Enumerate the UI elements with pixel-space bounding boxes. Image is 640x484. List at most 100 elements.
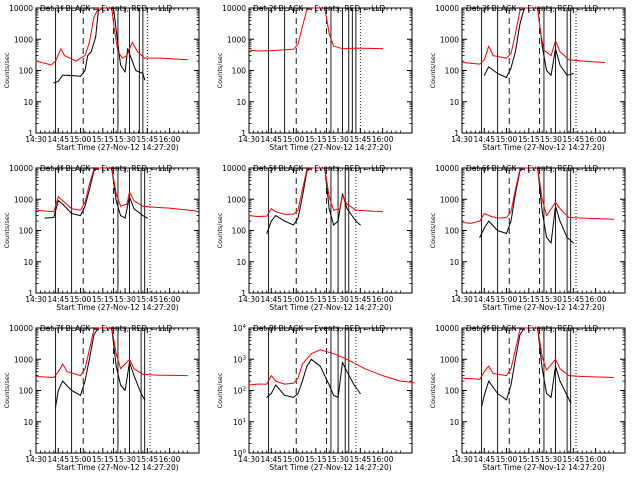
y-tick-label: 10 [449,418,459,427]
x-tick-label: 16:00 [585,135,607,144]
data-point [133,368,135,370]
x-tick-label: 15:30 [327,135,349,144]
x-tick-label: 16:00 [159,295,181,304]
data-point [117,43,119,45]
series-line-black [479,167,574,244]
y-tick-label: 10 [23,418,33,427]
data-point [488,380,490,382]
x-tick-label: 14:45 [260,135,282,144]
x-tick-label: 15:00 [283,455,305,464]
x-tick-label: 14:45 [47,455,69,464]
data-point [333,394,335,396]
data-point [301,26,303,28]
data-point [266,396,268,398]
data-point [62,200,64,202]
y-tick-label: 1000 [14,355,33,364]
data-point [144,79,146,81]
x-tick-label: 16:00 [159,455,181,464]
data-point [275,380,277,382]
y-axis-label: Counts/sec [216,372,224,408]
plot-title: Det 9f BLACK = Events, RED = LLD [466,324,599,333]
data-point [546,215,548,217]
data-point [115,193,117,195]
data-point [50,64,52,66]
data-point [84,380,86,382]
x-tick-label: 15:30 [327,455,349,464]
data-point [55,60,57,62]
data-point [160,57,162,59]
data-point [328,208,330,210]
series-line-black [481,327,572,407]
data-point [297,43,299,45]
data-point [124,390,126,391]
data-point [510,368,512,370]
data-point [131,41,133,43]
data-point [324,7,326,9]
x-tick-label: 15:30 [114,295,136,304]
data-point [339,208,341,210]
data-point [87,55,89,57]
y-tick-label: 1 [454,449,459,458]
data-point [284,220,286,222]
data-point [470,378,472,380]
data-point [133,208,135,210]
data-point [186,59,188,61]
data-point [555,201,556,203]
data-point [133,200,135,202]
plot-panel-8: 100 101 102 103 104 14:30 14:45 15:00 15:15 15:30… [216,324,415,472]
data-point [399,380,401,382]
data-point [328,384,330,386]
data-point [328,33,330,35]
data-point [88,189,90,191]
data-point [84,368,86,370]
data-point [364,368,366,370]
data-point [461,222,463,223]
y-tick-label: 100 [233,449,247,458]
data-point [324,375,326,377]
x-tick-label: 15:15 [305,135,327,144]
data-point [53,211,55,213]
data-point [146,217,148,219]
y-tick-label: 1000 [440,195,459,204]
y-tick-label: 1 [28,289,33,298]
data-point [519,328,521,330]
data-point [519,23,521,25]
series-line-black [266,358,361,398]
y-tick-label: 10000 [222,4,246,13]
data-point [90,51,92,53]
series-line-black [266,167,361,234]
data-point [44,217,46,219]
data-point [324,167,326,169]
data-point [270,220,272,222]
data-point [144,399,146,401]
data-point [35,209,37,211]
data-point [497,393,499,394]
data-point [97,10,99,12]
data-point [127,48,129,50]
plot-panel-3: 1 10 100 1000 10000 14:30 14:45 15:00 15:15 15:30… [429,4,626,152]
data-point [514,349,516,351]
data-point [144,57,146,59]
x-tick-label: 15:00 [70,135,92,144]
data-point [120,205,122,207]
x-tick-label: 15:45 [563,455,585,464]
data-point [53,377,55,378]
y-tick-label: 10 [449,98,459,107]
data-point [523,327,525,329]
x-tick-label: 15:30 [540,295,562,304]
data-point [310,7,312,9]
data-point [310,353,312,355]
x-axis-label: Start Time (27-Nov-12 14:27:20) [482,463,604,472]
x-tick-label: 14:30 [25,295,47,304]
data-point [337,396,339,398]
y-tick-label: 10 [449,258,459,267]
y-tick-label: 100 [445,387,460,396]
data-point [301,196,303,198]
data-point [57,371,59,373]
x-tick-label: 15:30 [540,135,562,144]
data-point [293,48,294,50]
data-point [306,168,308,170]
data-point [488,45,490,47]
x-tick-label: 14:30 [25,455,47,464]
